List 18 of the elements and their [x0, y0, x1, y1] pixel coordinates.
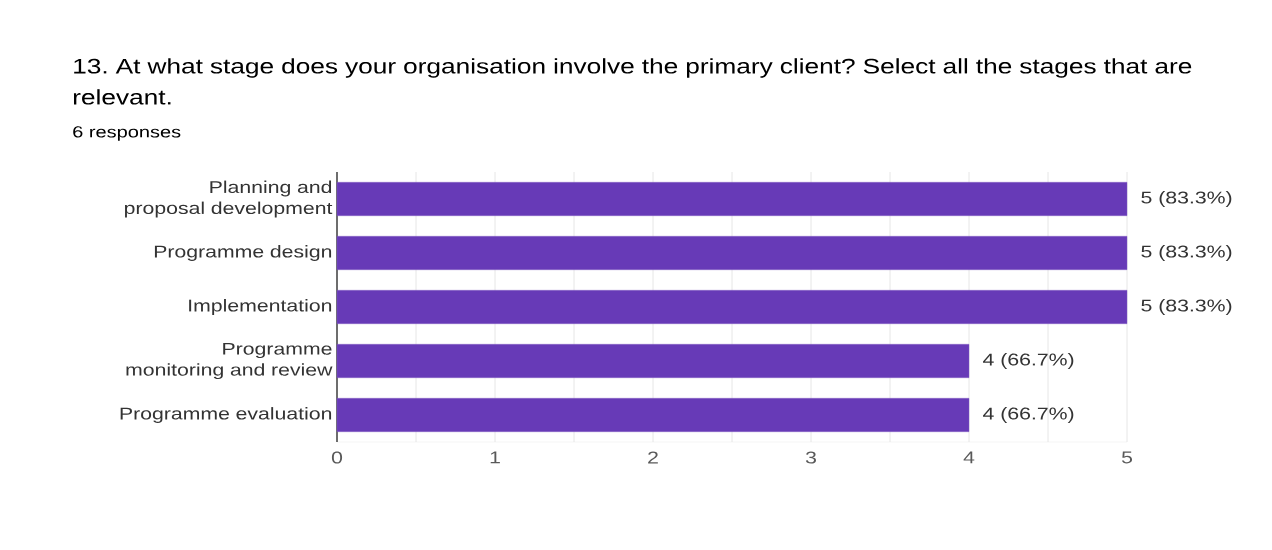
data-label: 5 (83.3%) — [1141, 299, 1232, 315]
data-label: 4 (66.7%) — [983, 353, 1074, 369]
x-tick-label: 1 — [490, 451, 500, 464]
data-label: 5 (83.3%) — [1141, 245, 1232, 261]
data-label: 4 (66.7%) — [983, 407, 1074, 423]
x-tick-label: 3 — [805, 451, 816, 464]
x-tick-label: 5 — [1121, 451, 1133, 464]
x-tick-label: 0 — [331, 451, 343, 464]
x-tick-label: 4 — [963, 451, 975, 464]
y-tick-label: Planning and proposal development — [124, 180, 333, 218]
chart-title: 13. At what stage does your organisation involve the primary client? Select all the stages that are relevant. — [73, 58, 1192, 105]
y-tick-label: Implementation — [189, 299, 332, 315]
y-tick-label: Programme monitoring and review — [126, 342, 333, 380]
data-label: 5 (83.3%) — [1141, 191, 1232, 207]
y-tick-label: Programme evaluation — [120, 407, 332, 423]
y-tick-label: Programme design — [154, 245, 332, 261]
text: 6 responses — [73, 126, 181, 141]
x-tick-label: 2 — [648, 451, 658, 464]
